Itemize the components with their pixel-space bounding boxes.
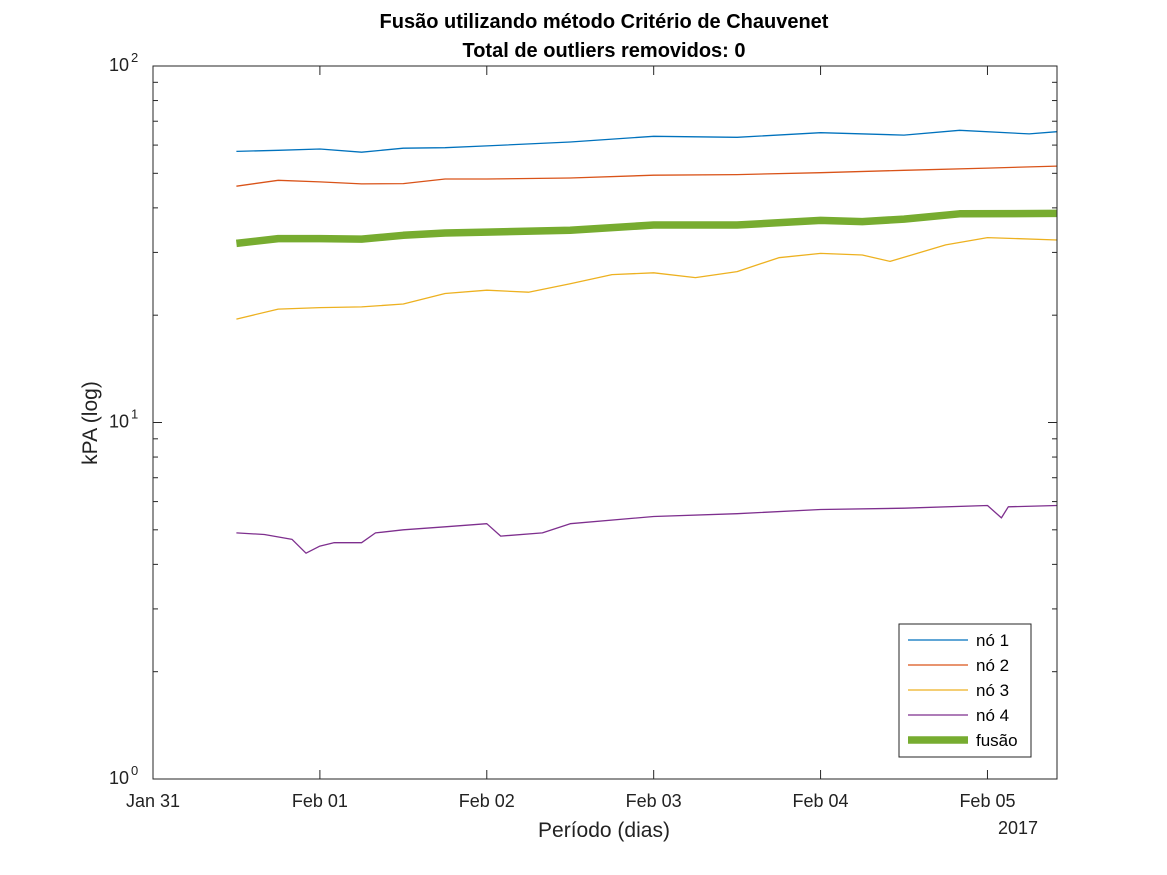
- x-tick-label: Feb 01: [292, 791, 348, 811]
- series-line-5: [235, 209, 1058, 248]
- x-tick-label: Feb 05: [959, 791, 1015, 811]
- series-line-4: [236, 504, 1058, 554]
- series-line-2: [236, 165, 1058, 187]
- legend-label: fusão: [976, 731, 1018, 750]
- chart-subtitle: Total de outliers removidos: 0: [462, 40, 745, 62]
- legend-label: nó 4: [976, 706, 1009, 725]
- x-tick-label: Jan 31: [126, 791, 180, 811]
- y-tick-exponent: 0: [131, 763, 138, 778]
- chart-title: Fusão utilizando método Critério de Chau…: [380, 11, 829, 33]
- x-year-label: 2017: [998, 818, 1038, 838]
- series-line-1: [236, 129, 1058, 153]
- series-layer: [235, 129, 1058, 554]
- x-tick-label: Feb 03: [626, 791, 682, 811]
- legend: nó 1 nó 2 nó 3 nó 4 fusão: [898, 623, 1032, 758]
- y-tick-exponent: 2: [131, 50, 138, 65]
- y-tick-label: 10: [109, 55, 129, 75]
- x-tick-label: Feb 04: [793, 791, 849, 811]
- legend-label: nó 1: [976, 631, 1009, 650]
- x-tick-labels: Jan 31 Feb 01 Feb 02 Feb 03 Feb 04 Feb 05: [126, 791, 1016, 811]
- legend-label: nó 2: [976, 656, 1009, 675]
- legend-label: nó 3: [976, 681, 1009, 700]
- y-tick-exponent: 1: [131, 407, 138, 422]
- x-axis-label: Período (dias): [538, 819, 670, 842]
- tick-marks: [152, 65, 1057, 780]
- series-line-3: [236, 236, 1058, 320]
- y-tick-label: 10: [109, 768, 129, 788]
- y-tick-label: 10: [109, 412, 129, 432]
- y-axis-label: kPA (log): [79, 381, 102, 465]
- x-tick-label: Feb 02: [459, 791, 515, 811]
- plot-area: [152, 65, 1058, 780]
